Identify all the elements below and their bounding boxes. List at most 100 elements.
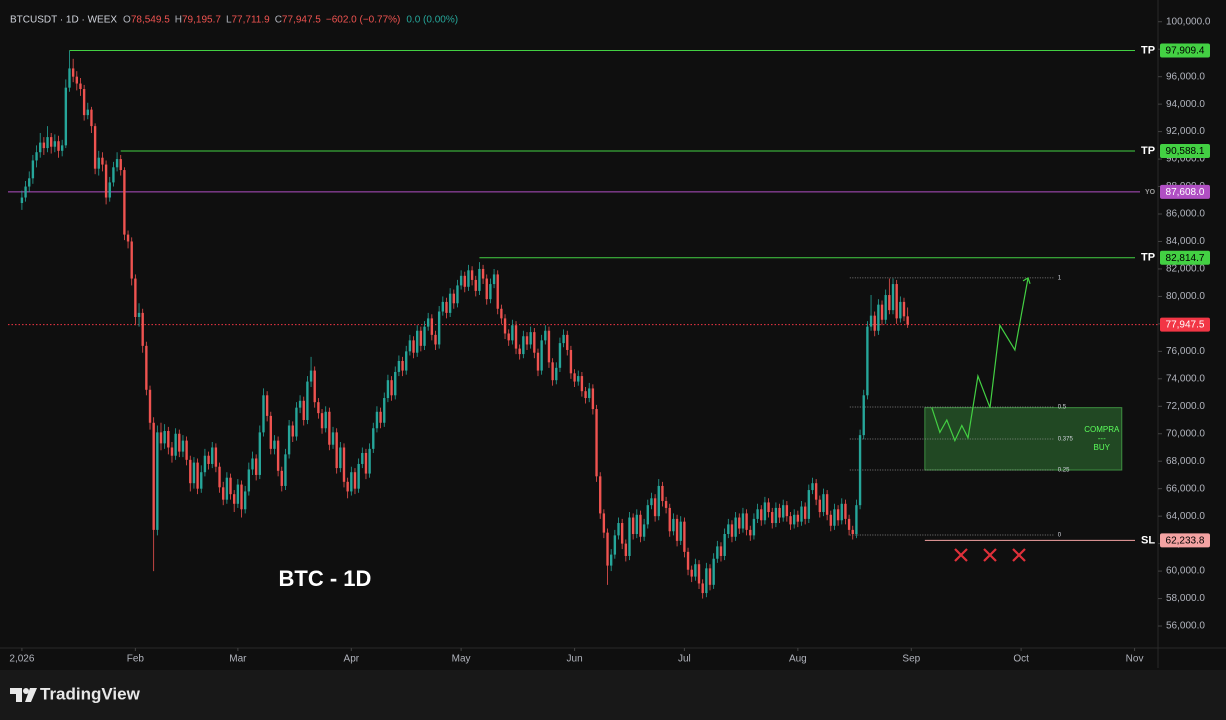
candle-body [119, 159, 122, 171]
candle-body [222, 487, 225, 500]
candle-body [28, 178, 31, 187]
candle-body [792, 514, 796, 525]
candle-body [738, 517, 741, 529]
candle-body [690, 569, 693, 577]
candle-body [877, 304, 880, 331]
candle-body [489, 284, 492, 300]
candle-body [683, 521, 686, 552]
candle-body [730, 524, 734, 537]
candle-body [825, 494, 829, 515]
candle-body [115, 159, 119, 168]
candle-body [200, 472, 203, 489]
candle-body [771, 512, 774, 524]
candle-body [694, 564, 697, 577]
fib-label: 0.25 [1058, 468, 1070, 474]
candle-body [416, 330, 419, 353]
candle-body [148, 389, 152, 423]
candle-body [533, 332, 536, 353]
candle-body [159, 432, 163, 444]
candle-body [364, 452, 368, 474]
candle-body [101, 157, 104, 165]
price-tag [1160, 143, 1210, 158]
y-tick-label: 66,000.0 [1166, 483, 1205, 494]
candle-body [866, 326, 869, 396]
candle-body [906, 316, 909, 325]
candle-body [891, 284, 895, 311]
candle-body [500, 308, 503, 319]
buy-zone-text: COMPRA [1084, 425, 1120, 434]
candle-body [339, 447, 342, 469]
candle-body [441, 301, 445, 312]
candle-body [302, 400, 305, 421]
candle-body [705, 568, 708, 594]
x-mark [1012, 548, 1026, 562]
y-tick-label: 70,000.0 [1166, 428, 1205, 439]
candle-body [49, 137, 53, 147]
candle-body [668, 507, 671, 532]
y-tick-label: 86,000.0 [1166, 209, 1205, 220]
candle-body [405, 351, 408, 371]
candle-body [53, 141, 57, 147]
candle-body [807, 490, 811, 519]
candle-body [254, 458, 258, 475]
price-tag [1160, 250, 1210, 265]
candle-body [833, 509, 836, 526]
candle-body [130, 241, 133, 279]
candle-body [752, 518, 756, 536]
candle-body [134, 278, 137, 318]
annotation: BTC - 1D [279, 566, 372, 591]
candle-body [467, 270, 470, 287]
candle-body [181, 440, 185, 452]
candle-body [361, 452, 364, 464]
candle-body [375, 411, 379, 429]
candle-body [650, 498, 653, 506]
candle-body [437, 311, 441, 345]
ohlc-value: 77,711.9 [232, 15, 271, 26]
candle-body [24, 186, 27, 198]
candle-body [225, 477, 229, 500]
candle-body [141, 312, 144, 346]
candle-body [562, 334, 565, 344]
candle-body [342, 447, 346, 482]
candle-body [390, 380, 393, 396]
candle-body [522, 336, 525, 355]
candle-body [822, 494, 825, 513]
candle-body [719, 546, 723, 556]
candle-body [178, 433, 181, 452]
candle-body [584, 391, 587, 399]
candle-body [185, 440, 188, 460]
candle-body [203, 455, 207, 473]
candle-body [397, 360, 401, 372]
candle-body [79, 83, 82, 90]
candle-body [880, 304, 884, 320]
candle-body [774, 507, 778, 524]
y-tick-label: 90,000.0 [1166, 154, 1205, 165]
candle-body [269, 415, 272, 449]
candle-body [617, 523, 620, 536]
candle-body [862, 395, 865, 436]
y-tick-label: 68,000.0 [1166, 456, 1205, 467]
candle-body [357, 463, 360, 489]
change: −602.0 (−0.77%) [326, 15, 401, 26]
candle-body [511, 325, 514, 341]
candle-body [536, 352, 540, 371]
y-tick-label: 76,000.0 [1166, 346, 1205, 357]
level-name: SL [1141, 534, 1155, 546]
price-tag-label: 87,608.0 [1166, 187, 1205, 198]
price-tag [1160, 317, 1210, 332]
level-name: TP [1141, 145, 1155, 157]
candle-body [485, 278, 488, 300]
candle-body [727, 524, 730, 535]
ohlc-key: O [123, 15, 131, 26]
candle-body [588, 388, 591, 399]
candle-body [196, 462, 199, 489]
candle-body [503, 318, 507, 334]
candle-body [324, 411, 327, 429]
candle-body [716, 546, 719, 559]
fib-label: 0 [1058, 533, 1062, 539]
candle-body [888, 295, 891, 311]
candle-body [895, 284, 898, 319]
candle-body [93, 126, 97, 169]
